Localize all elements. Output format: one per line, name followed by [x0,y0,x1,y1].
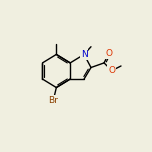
Text: Br: Br [48,96,58,105]
Text: N: N [81,50,87,59]
Text: O: O [108,66,115,75]
Text: O: O [105,49,112,58]
